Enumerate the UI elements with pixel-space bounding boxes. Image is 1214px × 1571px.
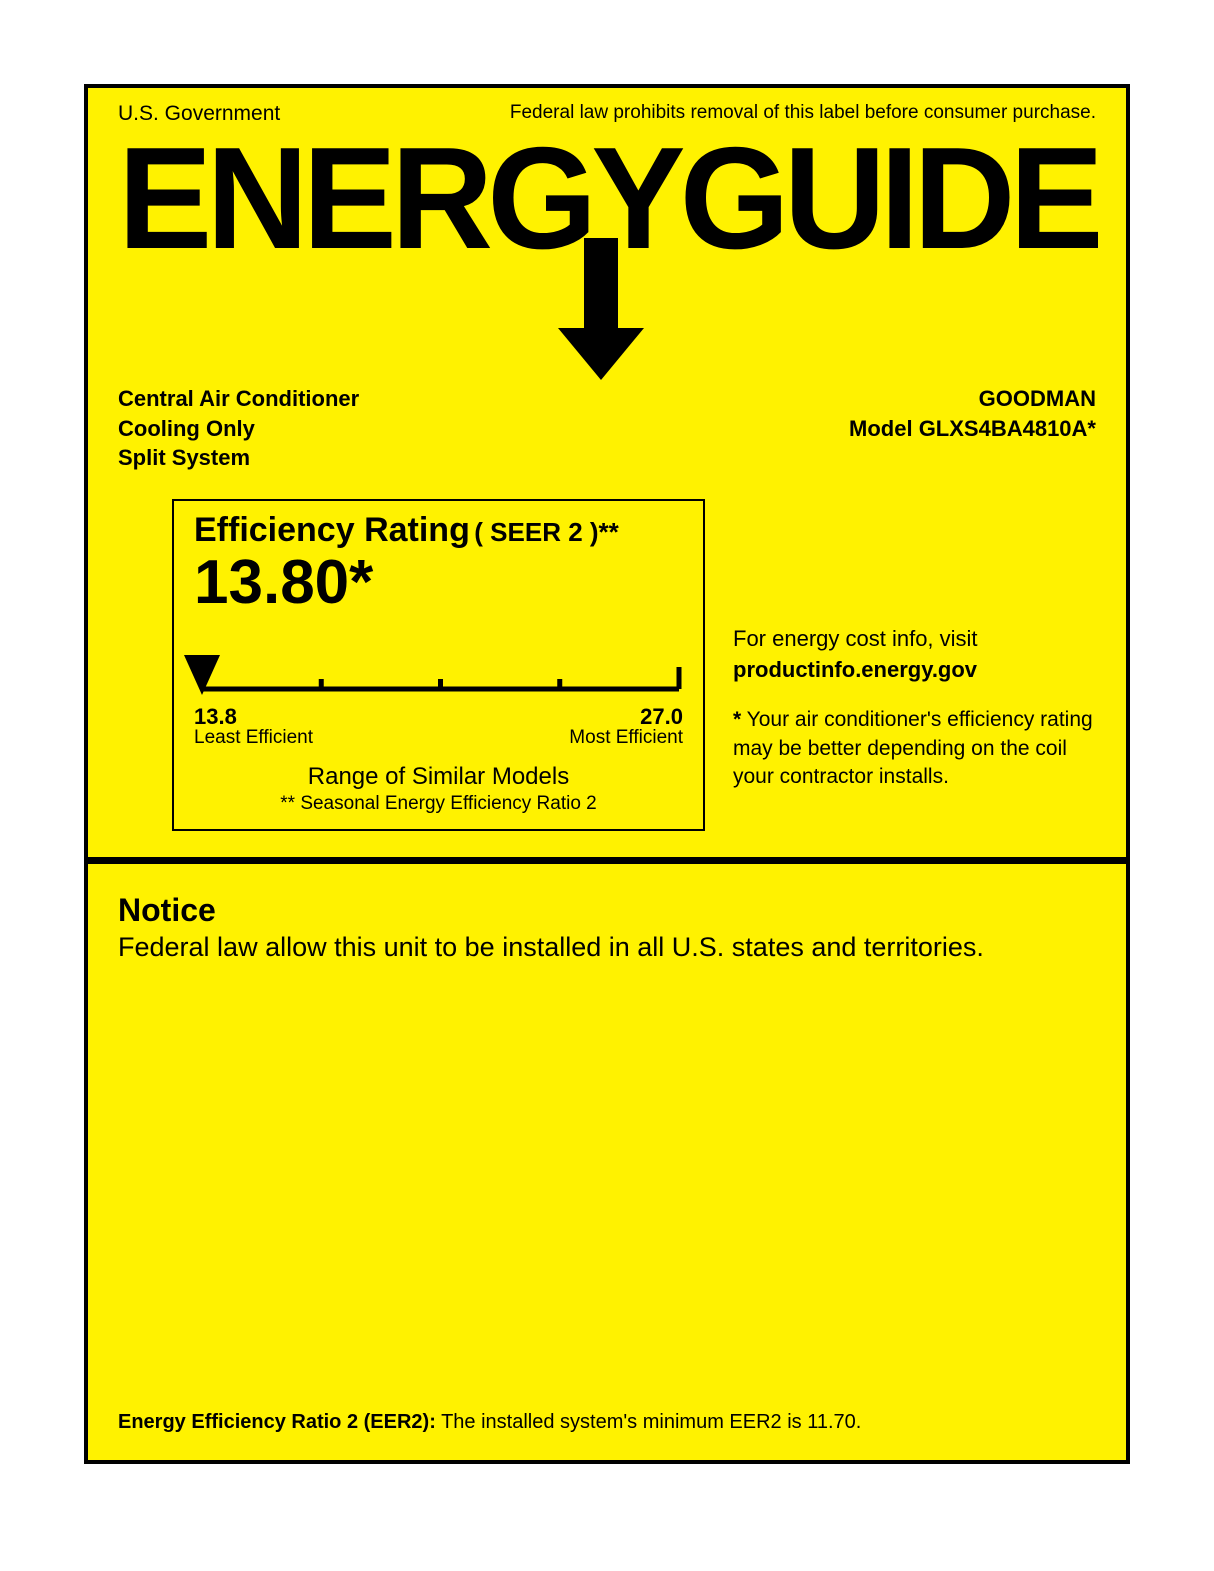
section-divider <box>88 857 1126 864</box>
rating-title-main: Efficiency Rating <box>194 511 470 549</box>
energyguide-logo: ENERGYGUIDE <box>118 128 1096 388</box>
scale-max-value: 27.0 <box>640 706 683 728</box>
footer-text: The installed system's minimum EER2 is 1… <box>436 1411 861 1433</box>
energyguide-wordmark-icon: ENERGYGUIDE <box>118 128 1098 388</box>
notice-section: Notice Federal law allow this unit to be… <box>88 864 1126 965</box>
product-line3: Split System <box>118 443 359 473</box>
product-model: Model GLXS4BA4810A* <box>849 414 1096 444</box>
product-brand: GOODMAN <box>849 384 1096 414</box>
product-model-block: GOODMAN Model GLXS4BA4810A* <box>849 384 1096 473</box>
range-line2: ** Seasonal Energy Efficiency Ratio 2 <box>174 793 703 815</box>
visit-line: For energy cost info, visit <box>733 625 1096 654</box>
header-government: U.S. Government <box>118 102 280 126</box>
scale-max: 27.0 Most Efficient <box>569 706 683 749</box>
footnote-star: * <box>733 708 741 731</box>
visit-url: productinfo.energy.gov <box>733 656 1096 685</box>
efficiency-rating-box: Efficiency Rating ( SEER 2 )** 13.80* <box>172 499 705 831</box>
product-line2: Cooling Only <box>118 414 359 444</box>
scale-min-value: 13.8 <box>194 706 237 728</box>
efficiency-footnote: * Your air conditioner's efficiency rati… <box>733 706 1096 791</box>
energyguide-label: U.S. Government Federal law prohibits re… <box>84 84 1130 1464</box>
product-type: Central Air Conditioner Cooling Only Spl… <box>118 384 359 473</box>
rating-area: Efficiency Rating ( SEER 2 )** 13.80* <box>88 499 1126 857</box>
top-section: U.S. Government Federal law prohibits re… <box>88 88 1126 473</box>
scale-max-label: Most Efficient <box>569 728 683 749</box>
scale-min-label: Least Efficient <box>194 728 313 749</box>
rating-value: 13.80* <box>174 550 703 615</box>
footer-label: Energy Efficiency Ratio 2 (EER2): <box>118 1411 436 1433</box>
rating-scale: 13.8 Least Efficient 27.0 Most Efficient <box>174 661 703 749</box>
rating-side-info: For energy cost info, visit productinfo.… <box>705 499 1096 791</box>
notice-title: Notice <box>118 892 1096 929</box>
range-caption: Range of Similar Models ** Seasonal Ener… <box>174 763 703 815</box>
scale-labels: 13.8 Least Efficient 27.0 Most Efficient <box>194 706 683 749</box>
product-row: Central Air Conditioner Cooling Only Spl… <box>118 384 1096 473</box>
scale-min: 13.8 Least Efficient <box>194 706 313 749</box>
notice-body: Federal law allow this unit to be instal… <box>118 931 1096 965</box>
footer-eer2: Energy Efficiency Ratio 2 (EER2): The in… <box>118 1411 1096 1434</box>
product-line1: Central Air Conditioner <box>118 384 359 414</box>
header-law-text: Federal law prohibits removal of this la… <box>510 102 1096 124</box>
rating-title: Efficiency Rating ( SEER 2 )** <box>174 511 703 550</box>
footnote-text: Your air conditioner's efficiency rating… <box>733 708 1093 788</box>
rating-title-sub: ( SEER 2 )** <box>474 517 619 547</box>
header-row: U.S. Government Federal law prohibits re… <box>118 102 1096 126</box>
range-line1: Range of Similar Models <box>174 763 703 791</box>
scale-axis <box>194 661 683 700</box>
